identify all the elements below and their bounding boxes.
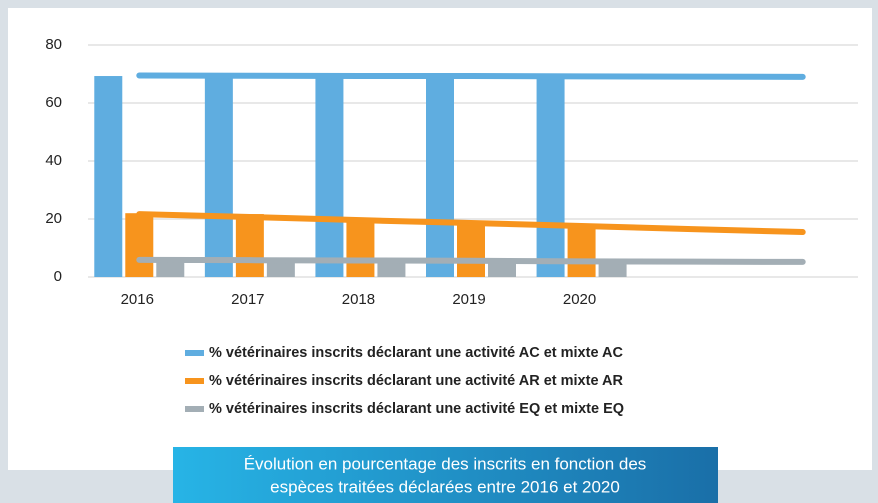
x-tick-label: 2019 [452,291,485,308]
bar [457,223,485,277]
y-tick-label: 0 [54,268,62,285]
bar [125,213,154,277]
y-tick-label: 80 [45,36,62,53]
bar [315,76,344,278]
legend-label: % vétérinaires inscrits déclarant une ac… [209,345,623,361]
trend-line [136,211,806,236]
legend-marker [185,378,204,384]
caption-line: Évolution en pourcentage des inscrits en… [244,454,647,473]
x-tick-label: 2018 [342,291,375,308]
bar [426,76,454,278]
legend-label: % vétérinaires inscrits déclarant une ac… [209,401,624,417]
bar [536,76,565,278]
legend-marker [185,350,204,356]
x-tick-label: 2020 [563,291,596,308]
bar [266,258,295,277]
bar [346,221,375,277]
caption-line: espèces traitées déclarées entre 2016 et… [270,477,620,496]
caption-box [173,447,718,503]
legend-label: % vétérinaires inscrits déclarant une ac… [209,373,623,389]
x-tick-label: 2016 [121,291,154,308]
bar [204,76,233,278]
y-tick-label: 60 [45,94,62,111]
x-tick-label: 2017 [231,291,264,308]
bar [567,225,596,277]
bar [94,76,123,277]
y-tick-label: 20 [45,210,62,227]
legend-marker [185,406,204,412]
y-tick-label: 40 [45,152,62,169]
trend-line [136,72,806,80]
bar [235,214,264,277]
trend-line [136,256,806,265]
